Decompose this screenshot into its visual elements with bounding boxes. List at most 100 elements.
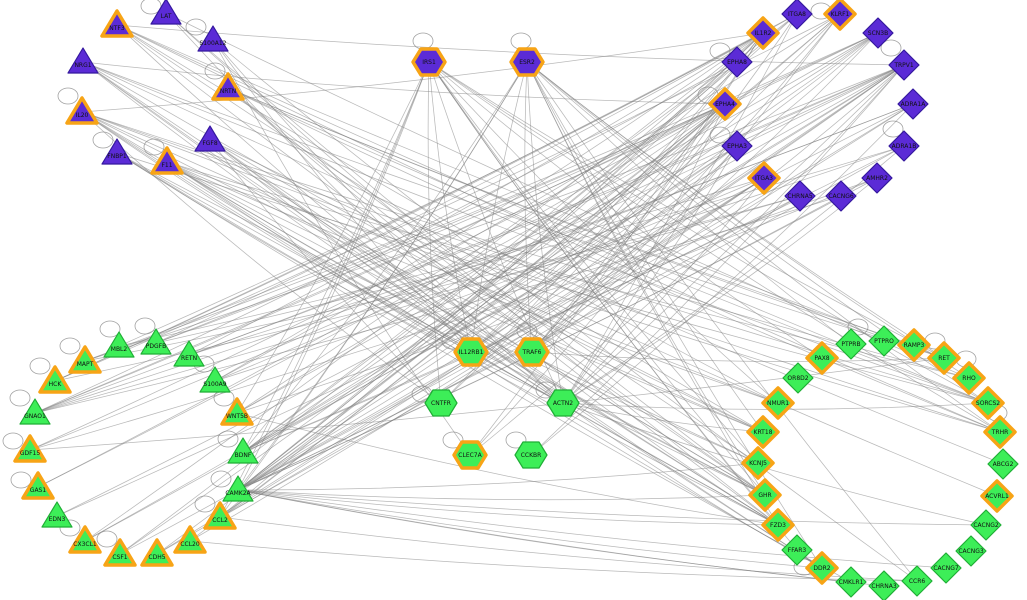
- node-ABCG2[interactable]: ABCG2: [987, 448, 1019, 480]
- edge[interactable]: [188, 32, 764, 356]
- edge[interactable]: [428, 61, 766, 496]
- node-ITGA8[interactable]: ITGA8: [781, 0, 813, 30]
- edge[interactable]: [84, 32, 764, 542]
- edge[interactable]: [188, 103, 914, 356]
- node-FFAR3[interactable]: FFAR3: [781, 534, 813, 566]
- self-loop-edge[interactable]: [143, 138, 165, 156]
- node-CSF1[interactable]: CSF1: [103, 538, 137, 567]
- node-CCR6[interactable]: CCR6: [901, 565, 933, 597]
- node-WNT5B[interactable]: WNT5B: [220, 397, 254, 426]
- node-IL20[interactable]: IL20: [65, 96, 99, 125]
- node-EDN3[interactable]: EDN3: [41, 501, 73, 528]
- edge[interactable]: [81, 111, 472, 353]
- edge[interactable]: [237, 489, 852, 583]
- edge[interactable]: [562, 103, 726, 404]
- edge[interactable]: [526, 61, 918, 582]
- self-loop-edge[interactable]: [99, 320, 121, 338]
- edge[interactable]: [428, 61, 1001, 433]
- self-loop-edge[interactable]: [185, 18, 207, 36]
- edge[interactable]: [29, 177, 878, 451]
- edge[interactable]: [54, 195, 801, 382]
- edge[interactable]: [119, 103, 726, 555]
- node-BDNF[interactable]: BDNF: [227, 437, 259, 464]
- edge[interactable]: [116, 24, 989, 404]
- node-CACNG2[interactable]: CACNG2: [970, 509, 1002, 541]
- node-SORCS2[interactable]: SORCS2: [971, 386, 1005, 420]
- edge[interactable]: [81, 32, 764, 113]
- edge[interactable]: [214, 64, 905, 382]
- edge[interactable]: [470, 32, 764, 353]
- edge[interactable]: [562, 145, 738, 404]
- edge[interactable]: [116, 152, 759, 464]
- edge[interactable]: [562, 177, 765, 404]
- edge[interactable]: [29, 357, 945, 451]
- node-GDF15[interactable]: GDF15: [13, 434, 47, 463]
- node-GNAO1[interactable]: GNAO1: [19, 398, 51, 425]
- edge[interactable]: [54, 13, 841, 382]
- edge[interactable]: [81, 111, 989, 404]
- edge[interactable]: [116, 152, 989, 404]
- edge[interactable]: [119, 13, 798, 555]
- edge[interactable]: [227, 87, 1001, 433]
- edge[interactable]: [530, 103, 914, 456]
- edge[interactable]: [237, 32, 879, 491]
- node-RHO[interactable]: RHO: [952, 361, 986, 395]
- node-CHRNA5[interactable]: CHRNA5: [784, 180, 816, 212]
- node-KRT18[interactable]: KRT18: [746, 415, 780, 449]
- edge[interactable]: [34, 61, 738, 414]
- edge[interactable]: [219, 61, 528, 518]
- node-TRAF6[interactable]: TRAF6: [514, 337, 550, 367]
- edge[interactable]: [531, 145, 738, 353]
- edge[interactable]: [428, 61, 798, 551]
- self-loop-edge[interactable]: [217, 430, 239, 448]
- node-IRS1[interactable]: IRS1: [411, 47, 447, 77]
- edge[interactable]: [237, 489, 779, 526]
- edge[interactable]: [116, 24, 764, 433]
- edge[interactable]: [469, 64, 905, 456]
- edge[interactable]: [116, 24, 945, 359]
- edge[interactable]: [212, 39, 564, 404]
- edge[interactable]: [530, 64, 905, 456]
- self-loop-edge[interactable]: [59, 519, 81, 537]
- node-TRHR[interactable]: TRHR: [983, 415, 1017, 449]
- edge[interactable]: [155, 13, 798, 344]
- node-CACNG3[interactable]: CACNG3: [955, 535, 987, 567]
- self-loop-edge[interactable]: [29, 357, 51, 375]
- edge[interactable]: [116, 24, 766, 496]
- edge[interactable]: [242, 61, 738, 453]
- edge[interactable]: [242, 61, 430, 453]
- self-loop-edge[interactable]: [10, 471, 32, 489]
- edge[interactable]: [526, 61, 564, 404]
- edge[interactable]: [82, 61, 564, 404]
- node-CAMK2A[interactable]: CAMK2A: [222, 475, 254, 502]
- edge[interactable]: [531, 13, 841, 353]
- edge[interactable]: [526, 61, 1001, 433]
- node-NRG1[interactable]: NRG1: [67, 47, 99, 74]
- edge[interactable]: [166, 161, 766, 496]
- edge[interactable]: [118, 177, 765, 347]
- node-LAT[interactable]: LAT: [150, 0, 182, 25]
- edge[interactable]: [237, 64, 905, 491]
- self-loop-edge[interactable]: [882, 120, 904, 138]
- edge[interactable]: [82, 61, 989, 404]
- edge[interactable]: [209, 139, 998, 497]
- node-PTPRO[interactable]: PTPRO: [868, 325, 900, 357]
- self-loop-edge[interactable]: [140, 0, 162, 15]
- edge[interactable]: [237, 489, 766, 501]
- self-loop-edge[interactable]: [134, 317, 156, 335]
- edge[interactable]: [84, 32, 879, 362]
- edge[interactable]: [242, 195, 801, 453]
- edge[interactable]: [227, 87, 915, 346]
- edge[interactable]: [166, 161, 823, 569]
- edge[interactable]: [209, 139, 766, 496]
- node-PAX8[interactable]: PAX8: [805, 341, 839, 375]
- self-loop-edge[interactable]: [194, 495, 216, 513]
- edge[interactable]: [562, 13, 798, 404]
- edge[interactable]: [116, 24, 905, 66]
- edge[interactable]: [237, 489, 947, 569]
- self-loop-edge[interactable]: [204, 62, 226, 80]
- node-GAS1[interactable]: GAS1: [21, 471, 55, 500]
- edge[interactable]: [82, 61, 764, 433]
